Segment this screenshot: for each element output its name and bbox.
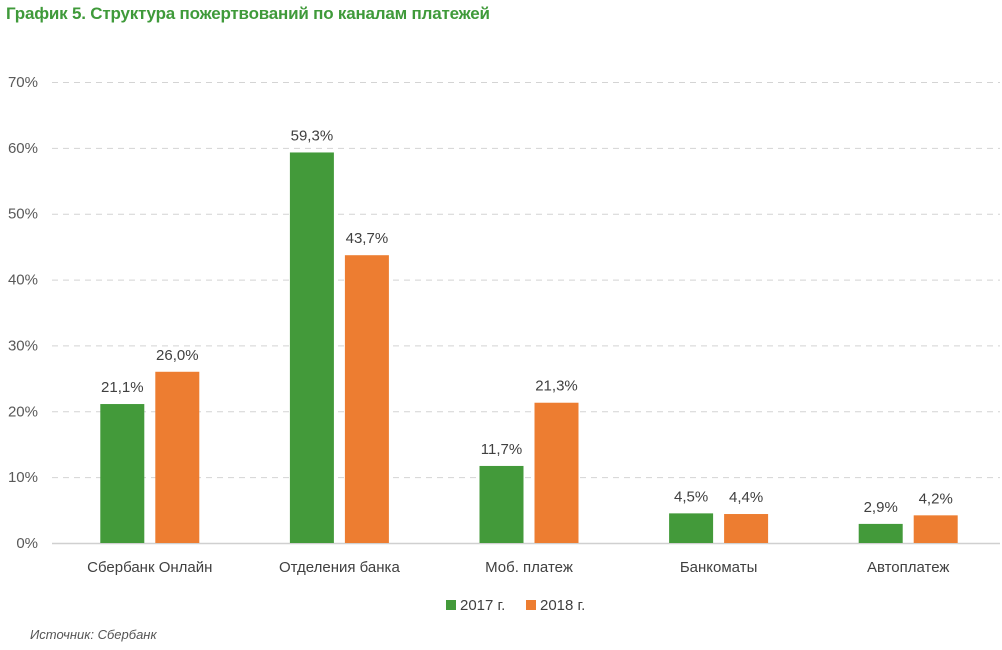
y-tick-label: 70% [8,74,38,91]
chart-title: График 5. Структура пожертвований по кан… [6,4,490,23]
legend-label: 2018 г. [540,597,585,614]
data-label: 4,5% [674,488,708,505]
bars [100,152,958,543]
x-tick-label: Автоплатеж [867,559,950,576]
y-tick-label: 40% [8,272,38,289]
legend-label: 2017 г. [460,597,505,614]
y-tick-label: 30% [8,337,38,354]
x-tick-label: Моб. платеж [485,559,573,576]
y-tick-label: 0% [16,535,38,552]
x-tick-label: Банкоматы [680,559,758,576]
y-tick-label: 50% [8,206,38,223]
data-label: 2,9% [864,499,898,516]
data-label: 43,7% [346,230,389,247]
x-tick-label: Сбербанк Онлайн [87,559,212,576]
legend-swatch [446,600,456,610]
x-tick-label: Отделения банка [279,559,400,576]
y-tick-label: 60% [8,140,38,157]
x-axis-categories: Сбербанк Онлайн Отделения банка Моб. плате… [87,559,949,576]
data-label: 21,3% [535,378,578,395]
data-label: 4,2% [919,490,953,507]
data-label: 59,3% [291,127,334,144]
bar [100,404,145,543]
legend: 2017 г. 2018 г. [446,597,585,614]
bar [155,371,200,543]
data-label: 4,4% [729,489,763,506]
data-label: 26,0% [156,347,199,364]
bar [858,523,903,543]
data-label: 21,1% [101,379,144,396]
bar [913,515,958,543]
y-tick-label: 20% [8,403,38,420]
data-label: 11,7% [481,441,522,458]
y-tick-label: 10% [8,469,38,486]
bar [479,465,524,543]
bar [289,152,334,543]
bar [669,513,714,543]
bar [534,402,579,543]
legend-swatch [526,600,536,610]
data-labels: 21,1% 26,0% 59,3% 43,7% 11,7% 21,3% 4,5% 4,4% 2,… [101,127,953,515]
gridlines [52,82,1000,545]
source-note: Источник: Сбербанк [30,627,157,642]
y-axis-ticks: 0% 10% 20% 30% 40% 50% 60% 70% [8,74,38,552]
bar [344,255,389,543]
bar [724,514,769,543]
